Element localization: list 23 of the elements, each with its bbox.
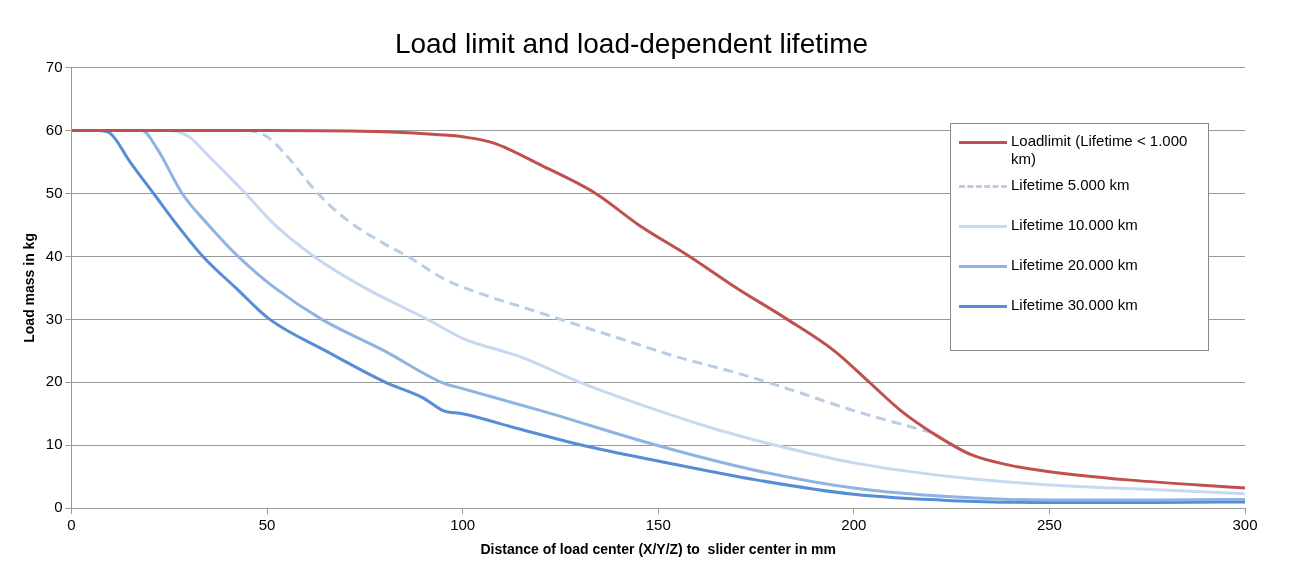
- y-tick-label: 40: [45, 246, 63, 264]
- y-tick-label: 60: [45, 120, 63, 138]
- chart-title: Load limit and load-dependent lifetime: [394, 27, 869, 59]
- legend-label: Lifetime 5.000 km: [1011, 175, 1130, 194]
- y-tick-label: 50: [45, 183, 63, 201]
- legend-label: Lifetime 20.000 km: [1011, 255, 1138, 274]
- x-tick-label: 100: [450, 516, 476, 534]
- y-tick-label: 70: [45, 57, 63, 75]
- y-tick-label: 10: [45, 435, 63, 453]
- legend-label: Lifetime 30.000 km: [1011, 295, 1138, 314]
- x-tick-label: 50: [258, 516, 276, 534]
- y-tick-label: 20: [45, 372, 63, 390]
- x-tick-label: 0: [67, 516, 76, 534]
- x-tick-label: 200: [841, 516, 867, 534]
- y-tick-label: 30: [45, 309, 63, 327]
- y-axis-title: Load mass in kg: [21, 233, 38, 343]
- x-tick-label: 150: [645, 516, 671, 534]
- x-axis-title: Distance of load center (X/Y/Z) to slider center in mm: [480, 541, 837, 558]
- y-tick-label: 0: [54, 498, 63, 516]
- x-tick-label: 300: [1232, 516, 1258, 534]
- legend-label: Loadlimit (Lifetime < 1.000 km): [1011, 131, 1189, 168]
- x-tick-label: 250: [1036, 516, 1062, 534]
- legend-label: Lifetime 10.000 km: [1011, 215, 1138, 234]
